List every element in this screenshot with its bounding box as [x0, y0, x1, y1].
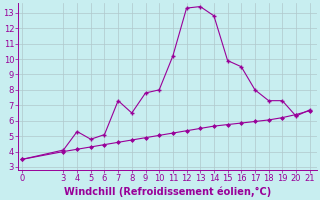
X-axis label: Windchill (Refroidissement éolien,°C): Windchill (Refroidissement éolien,°C) [64, 186, 271, 197]
